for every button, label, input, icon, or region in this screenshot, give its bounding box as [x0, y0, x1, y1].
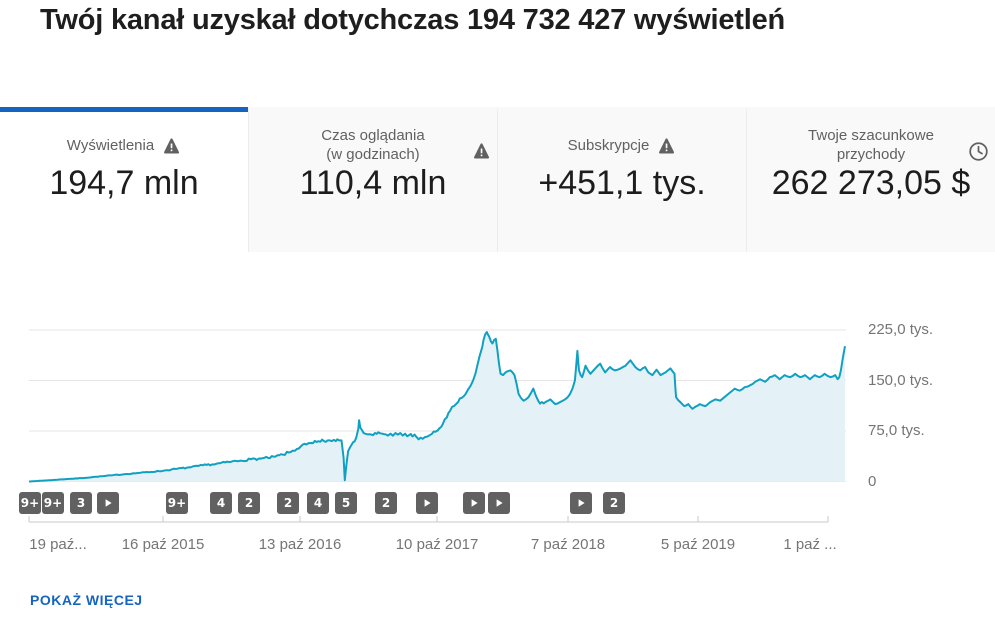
- tab-views[interactable]: Wyświetlenia 194,7 mln: [0, 107, 248, 252]
- x-axis-label: 13 paź 2016: [258, 536, 342, 553]
- video-marker-count-badge[interactable]: 9+: [42, 492, 64, 514]
- video-marker-count-badge[interactable]: 4: [210, 492, 232, 514]
- views-line: [28, 331, 846, 483]
- y-axis-label: 225,0 tys.: [868, 321, 934, 338]
- warning-icon: [659, 137, 675, 153]
- warning-icon: [474, 143, 490, 159]
- y-axis-label: 150,0 tys.: [868, 371, 934, 389]
- play-icon: [471, 499, 478, 507]
- metric-value: 110,4 mln: [299, 164, 447, 202]
- metric-value: 262 273,05 $: [771, 164, 971, 202]
- play-icon: [496, 499, 503, 507]
- show-more-button[interactable]: POKAŻ WIĘCEJ: [30, 592, 143, 608]
- video-marker-play-badge[interactable]: [488, 492, 510, 514]
- video-marker-count-badge[interactable]: 2: [375, 492, 397, 514]
- metric-label: Wyświetlenia: [0, 126, 248, 164]
- tab-subscribers[interactable]: Subskrypcje +451,1 tys.: [497, 107, 746, 252]
- video-marker-count-badge[interactable]: 2: [238, 492, 260, 514]
- x-axis-label: 1 paź ...: [783, 536, 837, 553]
- video-marker-play-badge[interactable]: [570, 492, 592, 514]
- x-axis-label: 10 paź 2017: [395, 536, 479, 553]
- warning-icon: [164, 137, 180, 153]
- y-axis-label: 75,0 tys.: [868, 422, 925, 439]
- video-marker-play-badge[interactable]: [97, 492, 119, 514]
- play-icon: [424, 499, 431, 507]
- video-marker-count-badge[interactable]: 5: [335, 492, 357, 514]
- video-marker-count-badge[interactable]: 4: [307, 492, 329, 514]
- views-area: [29, 332, 845, 482]
- x-axis-label: 16 paź 2015: [121, 536, 205, 553]
- metric-tabs: Wyświetlenia 194,7 mln Czas oglądania (w go…: [0, 107, 995, 252]
- video-marker-count-badge[interactable]: 3: [70, 492, 92, 514]
- video-marker-count-badge[interactable]: 2: [277, 492, 299, 514]
- x-axis-label: 5 paź 2019: [660, 536, 736, 553]
- video-marker-play-badge[interactable]: [416, 492, 438, 514]
- play-icon: [578, 499, 585, 507]
- metric-value: +451,1 tys.: [538, 164, 706, 202]
- video-marker-play-badge[interactable]: [463, 492, 485, 514]
- video-marker-count-badge[interactable]: 2: [603, 492, 625, 514]
- video-marker-count-badge[interactable]: 9+: [19, 492, 41, 514]
- y-axis-label: 0: [868, 472, 877, 490]
- metric-value: 194,7 mln: [49, 164, 199, 202]
- metric-label: Subskrypcje: [498, 126, 746, 164]
- tab-watch-time[interactable]: Czas oglądania (w godzinach) 110,4 mln: [248, 107, 497, 252]
- play-icon: [105, 499, 112, 507]
- metric-label: Twoje szacunkowe przychody: [808, 127, 934, 163]
- x-axis-label: 7 paź 2018: [530, 536, 606, 553]
- clock-icon: [969, 142, 988, 161]
- x-axis-label: 19 paź...: [29, 536, 87, 553]
- tab-revenue[interactable]: Twoje szacunkowe przychody 262 273,05 $: [746, 107, 995, 252]
- metric-label: Czas oglądania (w godzinach): [321, 127, 425, 163]
- video-marker-count-badge[interactable]: 9+: [166, 492, 188, 514]
- page-title: Twój kanał uzyskał dotychczas 194 732 42…: [40, 4, 786, 36]
